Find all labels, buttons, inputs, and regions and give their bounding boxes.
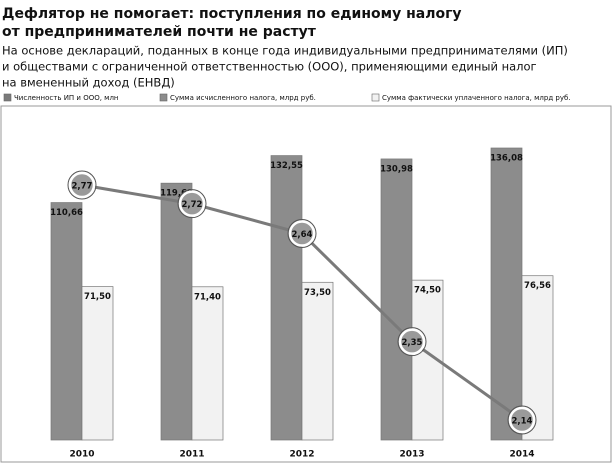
legend-swatch <box>3 93 12 102</box>
data-label: 130,98 <box>380 164 413 174</box>
data-label: 74,50 <box>414 286 441 296</box>
point <box>398 328 426 355</box>
data-label: 2,77 <box>72 182 93 192</box>
subtitle: На основе деклараций, поданных в конце г… <box>2 44 568 58</box>
point <box>288 220 316 247</box>
data-label: 71,50 <box>84 292 111 302</box>
point <box>68 171 96 199</box>
data-label: 2,35 <box>402 338 423 348</box>
subtitle: и обществами с ограниченной ответственно… <box>2 60 537 74</box>
chart-title: от предпринимателей почти не растут <box>2 24 317 40</box>
bar <box>490 147 523 441</box>
bar <box>81 286 114 441</box>
point-ring <box>67 170 97 200</box>
bar <box>50 202 83 441</box>
legend-swatch <box>371 93 380 102</box>
point-ring <box>507 405 537 435</box>
bar <box>301 281 334 441</box>
data-label: 71,40 <box>194 292 221 302</box>
legend-label: Сумма исчисленного налога, млрд руб. <box>170 94 316 102</box>
point-ring <box>177 189 207 219</box>
legend-label: Сумма фактически уплаченного налога, млр… <box>382 94 571 102</box>
point <box>508 406 536 434</box>
x-tick-label: 2012 <box>289 450 314 460</box>
legend-swatch <box>159 93 168 102</box>
data-label: 132,55 <box>270 161 303 171</box>
chart-title: Дефлятор не помогает: поступления по еди… <box>2 6 462 22</box>
x-tick-label: 2010 <box>69 450 94 460</box>
subtitle: на вмененный доход (ЕНВД) <box>2 76 175 90</box>
data-label: 110,66 <box>50 208 83 218</box>
point-ring <box>287 218 317 248</box>
data-label: 136,08 <box>490 154 523 164</box>
x-tick-label: 2014 <box>509 450 534 460</box>
data-label: 119,69 <box>160 189 193 199</box>
bar <box>380 158 413 441</box>
chart-frame <box>0 105 612 463</box>
data-label: 2,72 <box>182 200 203 210</box>
bar <box>191 286 224 441</box>
x-tick-label: 2011 <box>179 450 204 460</box>
point <box>178 190 206 217</box>
bar <box>160 182 193 441</box>
x-tick-label: 2013 <box>399 450 424 460</box>
legend-label: Численность ИП и ООО, млн <box>14 94 119 102</box>
data-label: 2,14 <box>512 417 533 427</box>
data-label: 73,50 <box>304 288 331 298</box>
point-ring <box>397 327 427 357</box>
bar <box>270 155 303 441</box>
data-label: 76,56 <box>524 281 551 291</box>
data-label: 2,64 <box>292 230 313 240</box>
